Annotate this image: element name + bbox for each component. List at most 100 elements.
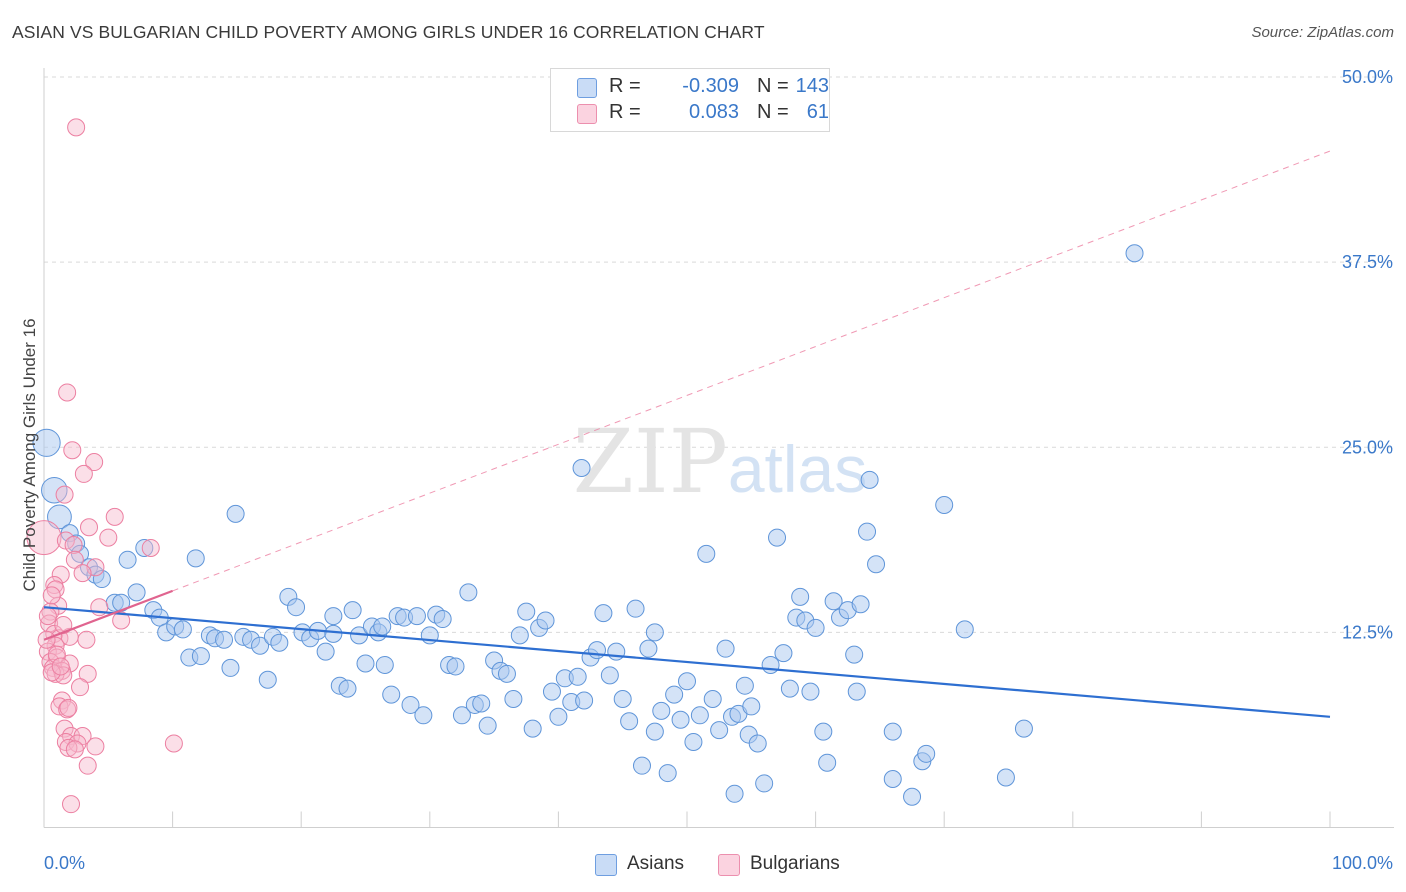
bulgarian-point <box>38 607 57 626</box>
bulgarian-trend-dashed <box>172 150 1331 592</box>
correlation-legend: R = -0.309 N = 143 R = 0.083 N = 61 <box>550 68 830 132</box>
asian-point <box>135 538 154 557</box>
asian-point <box>572 458 591 477</box>
asian-point <box>226 504 245 523</box>
bulgarian-point <box>65 740 84 759</box>
asian-point <box>542 682 561 701</box>
bulgarian-point <box>55 719 74 738</box>
bulgarian-point <box>86 737 105 756</box>
asian-point <box>801 682 820 701</box>
asian-point <box>791 587 810 606</box>
asian-point <box>814 722 833 741</box>
legend-swatch-bulgarians <box>718 854 740 876</box>
asian-point <box>645 722 664 741</box>
asian-point <box>774 644 793 663</box>
asian-point <box>903 787 922 806</box>
bulgarian-point <box>58 383 77 402</box>
asian-point <box>324 624 343 643</box>
asian-point <box>600 666 619 685</box>
asian-point <box>671 710 690 729</box>
asian-point <box>356 654 375 673</box>
asian-point <box>41 476 68 504</box>
x-tick-label: 100.0% <box>1332 853 1393 873</box>
legend-r-value: 0.083 <box>688 101 739 123</box>
y-tick-label: 37.5% <box>1342 252 1393 272</box>
series-legend: Asians Bulgarians <box>0 852 1406 878</box>
asian-point <box>716 639 735 658</box>
asian-point <box>251 636 270 655</box>
asian-point <box>373 617 392 636</box>
bulgarian-point <box>80 518 99 537</box>
asian-point <box>652 701 671 720</box>
asian-point <box>645 623 664 642</box>
trend-lines <box>43 589 1331 718</box>
asian-point <box>690 706 709 725</box>
asian-point <box>433 610 452 629</box>
x-tick-label: 0.0% <box>44 853 85 873</box>
asian-point <box>523 719 542 738</box>
asian-point <box>287 598 306 617</box>
asian-point <box>324 607 343 626</box>
asian-point <box>375 655 394 674</box>
asian-point <box>270 633 289 652</box>
asian-point <box>587 641 606 660</box>
asian-point <box>549 707 568 726</box>
asian-point <box>568 667 587 686</box>
bulgarian-point <box>73 564 92 583</box>
asian-point <box>824 592 843 611</box>
asian-point <box>504 690 523 709</box>
asian-point <box>446 657 465 676</box>
asian-point <box>472 694 491 713</box>
asian-point <box>517 602 536 621</box>
asian-point <box>510 626 529 645</box>
asian-point <box>221 658 240 677</box>
asian-point <box>620 712 639 731</box>
asian-point <box>658 764 677 783</box>
asian-point <box>725 784 744 803</box>
y-tick-label: 50.0% <box>1342 67 1393 87</box>
bulgarians-points <box>26 118 183 814</box>
bulgarian-point <box>59 738 78 757</box>
chart-title: ASIAN VS BULGARIAN CHILD POVERTY AMONG G… <box>12 22 765 42</box>
asian-point <box>996 768 1015 787</box>
asian-point <box>742 697 761 716</box>
asian-point <box>613 690 632 709</box>
asian-point <box>414 706 433 725</box>
bulgarian-point <box>42 663 61 682</box>
y-axis-label: Child Poverty Among Girls Under 16 <box>20 318 39 592</box>
legend-swatch-bulgarians <box>577 104 597 124</box>
legend-n-label: N = <box>757 101 789 123</box>
asian-point <box>1014 719 1033 738</box>
bulgarian-point <box>51 657 70 676</box>
asian-point <box>452 706 471 725</box>
bulgarian-point <box>99 528 118 547</box>
asian-point <box>258 670 277 689</box>
source-label: Source: ZipAtlas.com <box>1251 24 1394 41</box>
legend-label-asians: Asians <box>627 853 685 874</box>
bulgarian-point <box>71 678 90 697</box>
bulgarian-point <box>78 756 97 775</box>
asian-point <box>761 655 780 674</box>
axes <box>43 68 1394 828</box>
legend-swatch-asians <box>595 854 617 876</box>
asian-point <box>860 470 879 489</box>
asian-point <box>735 676 754 695</box>
asian-point <box>851 595 870 614</box>
tick-labels: 12.5% 25.0% 37.5% 50.0% 0.0% 100.0% <box>44 67 1393 873</box>
asian-point <box>215 630 234 649</box>
bulgarian-point <box>65 550 84 569</box>
asian-point <box>401 695 420 714</box>
bulgarian-trend-line <box>43 589 173 641</box>
bulgarian-point <box>78 664 97 683</box>
asian-point <box>847 682 866 701</box>
bulgarian-point <box>59 698 78 717</box>
legend-r-value: -0.309 <box>682 75 739 97</box>
bulgarian-point <box>47 645 66 664</box>
asian-point <box>173 620 192 639</box>
asian-point <box>316 642 335 661</box>
bulgarian-point <box>141 538 160 557</box>
asian-point <box>32 428 61 457</box>
asian-point <box>955 620 974 639</box>
bulgarian-point <box>112 611 131 630</box>
bulgarian-point <box>26 520 62 556</box>
